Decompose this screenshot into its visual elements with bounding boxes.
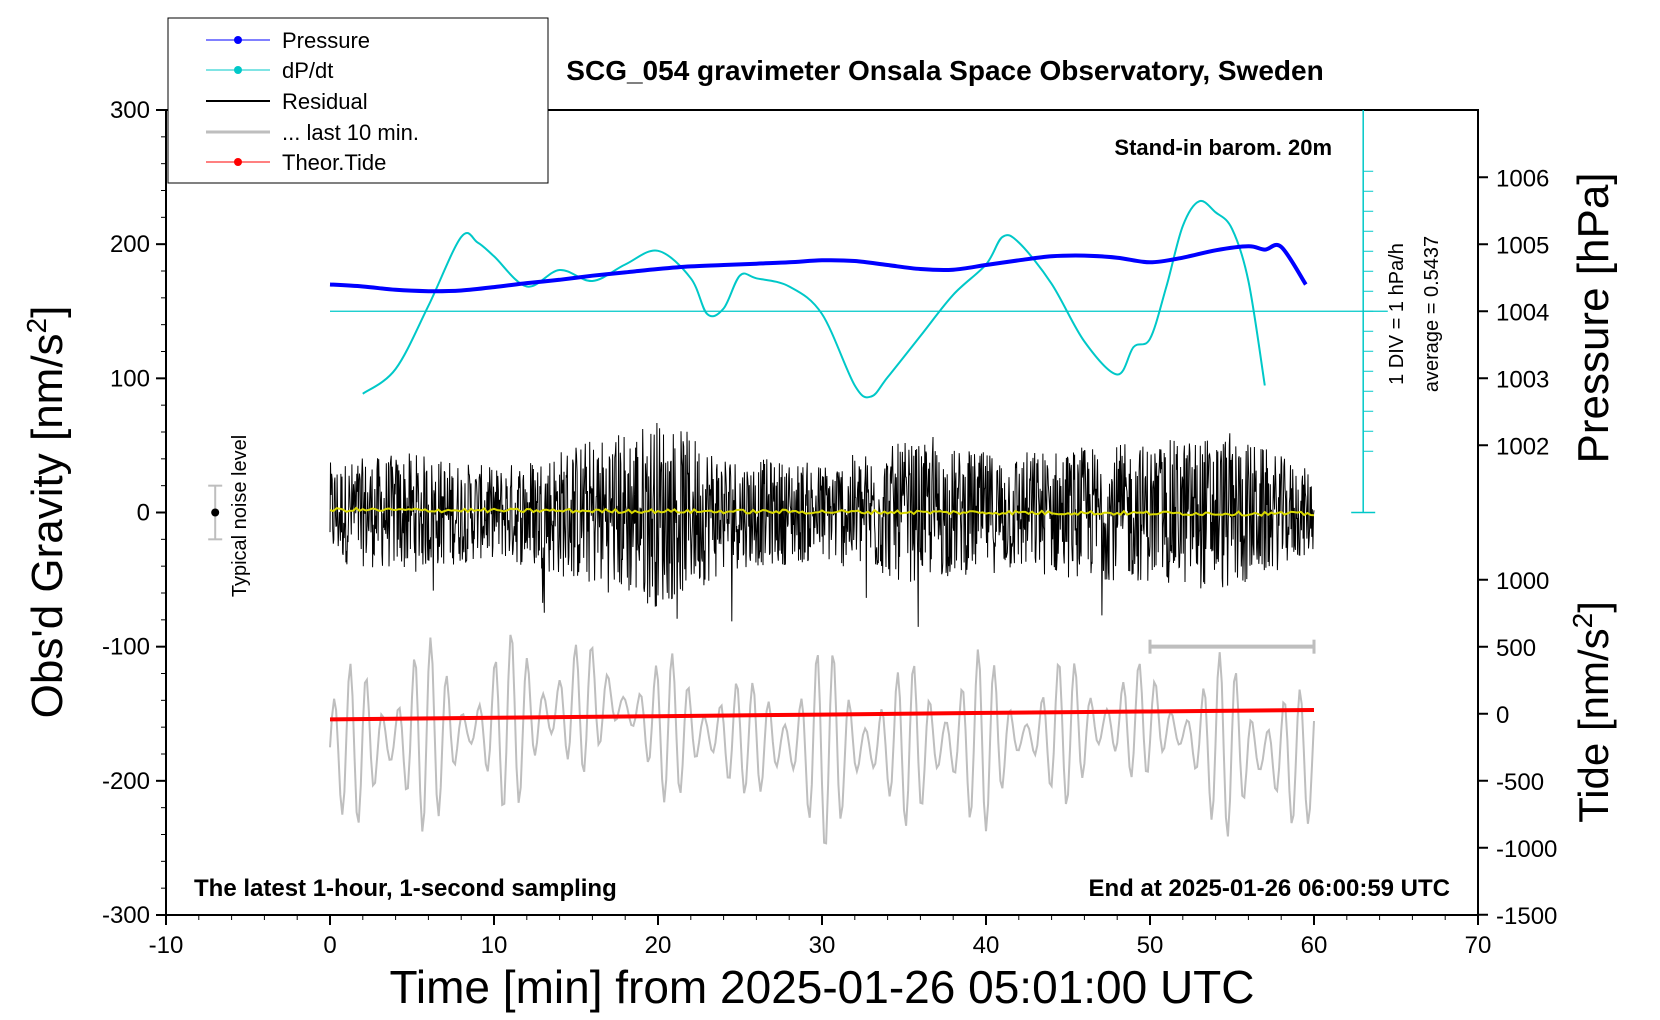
legend-pressure-label: Pressure: [282, 28, 370, 53]
x-tick-label: 10: [481, 932, 508, 959]
y-axis-label-tide: Tide [nm/s2]: [1567, 601, 1617, 823]
y-left-tick-label: 100: [110, 365, 150, 392]
y-tide-tick-label: 500: [1496, 635, 1536, 662]
legend-residual-label: Residual: [282, 89, 368, 114]
y-left-tick-label: -100: [102, 634, 150, 661]
legend-items: Pressure dP/dt Residual ... last 10 min.…: [206, 28, 419, 175]
y-tide-tick-label: -1000: [1496, 836, 1557, 863]
x-axis-label: Time [min] from 2025-01-26 05:01:00 UTC: [390, 961, 1255, 1013]
legend-tide-label: Theor.Tide: [282, 150, 386, 175]
dpdt-average-label: average = 0.5437: [1421, 236, 1443, 392]
legend-dpdt-label: dP/dt: [282, 58, 333, 83]
latest-hour-note: The latest 1-hour, 1-second sampling: [194, 875, 617, 902]
series-dpdt: [362, 199, 1266, 399]
y-left-tick-label: 0: [137, 500, 150, 527]
y-pressure-tick-label: 1004: [1496, 299, 1549, 326]
y-pressure-tick-label: 1002: [1496, 433, 1549, 460]
y-left-tick-label: -200: [102, 768, 150, 795]
y-axis-label-left: Obs'd Gravity [nm/s2]: [21, 306, 72, 719]
chart-title: SCG_054 gravimeter Onsala Space Observat…: [566, 55, 1323, 86]
x-tick-label: 0: [323, 932, 336, 959]
series-theor-tide: [329, 708, 1315, 722]
y-tide-tick-label: -1500: [1496, 903, 1557, 930]
legend: Pressure dP/dt Residual ... last 10 min.…: [167, 17, 549, 184]
x-tick-label: 70: [1465, 932, 1492, 959]
y-left-tick-label: -300: [102, 902, 150, 929]
y-left-label-sup: 2: [21, 318, 52, 334]
y-tide-tick-label: 1000: [1496, 568, 1549, 595]
series-residual: [329, 422, 1315, 627]
legend-last10-label: ... last 10 min.: [282, 120, 419, 145]
y-left-label-tail: ]: [23, 306, 72, 318]
chart-dynamic-layer: -10 0 10 20 30 40 50 60 703002001000-100-200-300…: [102, 97, 1557, 959]
y-pressure-tick-label: 1005: [1496, 232, 1549, 259]
y-tide-label-main: Tide [nm/s: [1570, 628, 1617, 823]
series-residual-mean: [329, 506, 1315, 517]
y-axis-label-pressure: Pressure [hPa]: [1569, 172, 1618, 463]
x-tick-label: -10: [149, 932, 184, 959]
y-left-tick-label: 300: [110, 97, 150, 124]
legend-tide-dot: [234, 158, 242, 166]
series-last10-min: [329, 634, 1315, 845]
x-tick-label: 40: [973, 932, 1000, 959]
barometer-note: Stand-in barom. 20m: [1114, 135, 1332, 160]
series-pressure: [329, 242, 1308, 294]
y-pressure-tick-label: 1006: [1496, 165, 1549, 192]
noise-level-label: Typical noise level: [229, 435, 251, 597]
dpdt-div-label: 1 DIV = 1 hPa/h: [1386, 243, 1408, 385]
y-tide-tick-label: 0: [1496, 702, 1509, 729]
x-tick-label: 60: [1301, 932, 1328, 959]
end-time-note: End at 2025-01-26 06:00:59 UTC: [1089, 875, 1451, 902]
y-tide-tick-label: -500: [1496, 769, 1544, 796]
y-tide-label-sup: 2: [1567, 613, 1598, 629]
legend-dpdt-dot: [234, 66, 242, 74]
x-tick-label: 50: [1137, 932, 1164, 959]
legend-pressure-dot: [234, 36, 242, 44]
y-left-tick-label: 200: [110, 231, 150, 258]
x-tick-label: 30: [809, 932, 836, 959]
y-left-label-main: Obs'd Gravity [nm/s: [23, 333, 72, 718]
x-tick-label: 20: [645, 932, 672, 959]
y-tide-label-tail: ]: [1570, 601, 1617, 613]
noise-errorbar-center: [211, 508, 220, 517]
y-pressure-tick-label: 1003: [1496, 366, 1549, 393]
